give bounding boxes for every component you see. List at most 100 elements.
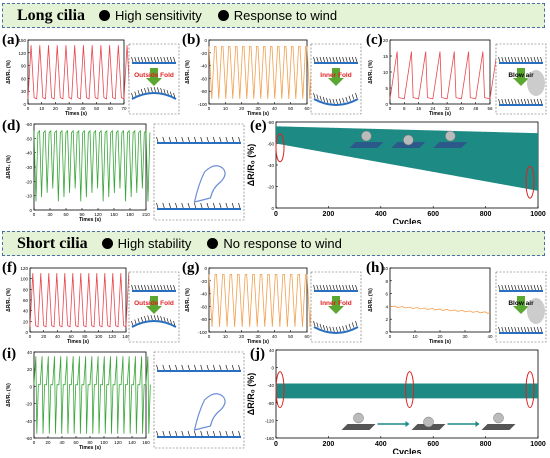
cilia-illustration <box>131 314 176 327</box>
cilia-illustration <box>131 56 176 63</box>
banner-long-cilia: Long cilia High sensitivity Response to … <box>2 3 545 28</box>
illustration-note: Blow air <box>508 300 534 307</box>
illustration-box <box>128 271 180 343</box>
y-tick-label: 60 <box>21 76 27 81</box>
y-tick-label: -40 <box>200 292 207 297</box>
x-tick-label: 20 <box>239 334 245 339</box>
y-tick-label: 5 <box>385 86 388 91</box>
x-tick-label: 0 <box>389 106 392 111</box>
x-tick-label: 120 <box>94 212 102 217</box>
x-tick-label: 120 <box>109 334 117 339</box>
panel-g: -100 -80 -60 -40 -20 0 0 10 20 30 40 50 60 Times (s) Δ… <box>185 266 362 345</box>
y-tick-label: -20 <box>25 402 32 407</box>
x-axis-label: Times (s) <box>429 111 451 117</box>
y-axis-label: ΔR/R₀ (%) <box>6 288 12 312</box>
y-tick-label: 80 <box>23 287 29 292</box>
highlight-ellipse <box>525 165 535 199</box>
x-tick-label: 0 <box>33 212 36 217</box>
highlight-ellipse <box>525 371 535 409</box>
ball-illustration <box>423 416 434 428</box>
y-tick-label: 60 <box>23 298 29 303</box>
y-tick-label: 0 <box>25 330 28 335</box>
x-tick-label: 40 <box>59 440 65 445</box>
cilia-illustration <box>498 56 543 63</box>
panel-a: 0 30 60 90 120 150 0 10 20 30 40 50 60 70 Times (s) ΔR/… <box>6 38 180 117</box>
y-axis-label: ΔR/R₀ (%) <box>368 288 374 312</box>
y-tick-label: 15 <box>383 54 389 59</box>
x-tick-label: 200 <box>323 441 335 448</box>
y-tick-label: -20 <box>267 185 274 190</box>
signal-curve <box>27 45 131 100</box>
x-tick-label: 40 <box>459 106 465 111</box>
cilia-illustration <box>131 284 176 291</box>
x-tick-label: 24 <box>430 106 436 111</box>
y-axis-label: ΔR/R₀ (%) <box>6 155 12 179</box>
x-tick-label: 40 <box>80 106 86 111</box>
y-tick-label: -40 <box>25 151 32 156</box>
y-tick-label: -20 <box>25 179 32 184</box>
substrate-illustration <box>341 424 376 430</box>
x-tick-label: 30 <box>67 106 73 111</box>
y-tick-label: -40 <box>267 163 274 168</box>
x-axis-label: Times (s) <box>247 111 269 117</box>
x-tick-label: 50 <box>288 334 294 339</box>
substrate-illustration <box>313 326 359 334</box>
highlight-ellipse <box>275 371 285 409</box>
panel-e: 0 -20 -40 -60 -80 0 200 400 600 800 1000 Cycles ΔR/R… <box>246 120 546 224</box>
y-tick-label: 20 <box>383 38 389 43</box>
y-tick-label: 0 <box>204 38 207 43</box>
cilia-illustration <box>131 86 176 99</box>
y-tick-label: -20 <box>200 51 207 56</box>
x-tick-label: 60 <box>304 106 310 111</box>
substrate-illustration <box>349 142 384 148</box>
x-tick-label: 0 <box>208 106 211 111</box>
illustration-note: Inner Fold <box>320 300 351 307</box>
cilia-illustration <box>313 92 358 105</box>
substrate-illustration <box>313 98 359 106</box>
x-tick-label: 600 <box>427 211 439 218</box>
y-tick-label: 40 <box>269 348 275 353</box>
signal-curve <box>389 305 491 314</box>
x-tick-label: 8 <box>403 106 406 111</box>
signal-curve <box>208 46 313 99</box>
y-tick-label: -160 <box>265 436 275 441</box>
y-tick-label: 120 <box>20 266 28 271</box>
y-axis-label: ΔR/R₀ (%) <box>185 60 191 84</box>
panel-i: -60 -40 -20 0 20 40 0 20 40 60 80 100 120 140 160 Times… <box>6 350 245 451</box>
x-tick-label: 210 <box>142 212 150 217</box>
down-arrow-icon <box>146 296 162 314</box>
y-tick-label: 120 <box>18 51 26 56</box>
y-tick-label: 0 <box>29 208 32 213</box>
x-tick-label: 20 <box>41 334 47 339</box>
y-tick-label: 20 <box>27 367 33 372</box>
x-tick-label: 10 <box>412 334 418 339</box>
x-tick-label: 150 <box>110 212 118 217</box>
y-tick-label: 0 <box>29 384 32 389</box>
bullet-icon <box>101 238 113 249</box>
x-axis-label: Times (s) <box>247 339 269 345</box>
highlight-ellipse <box>405 371 415 409</box>
x-tick-label: 0 <box>33 440 36 445</box>
y-tick-label: 0 <box>271 206 274 211</box>
arrow-head-icon <box>389 139 394 145</box>
arrow-head-icon <box>475 421 480 427</box>
y-tick-label: -10 <box>25 194 32 199</box>
x-tick-label: 30 <box>255 106 261 111</box>
y-tick-label: -120 <box>265 418 275 423</box>
x-axis-label: Times (s) <box>67 339 89 345</box>
x-tick-label: 400 <box>375 441 387 448</box>
y-tick-label: -40 <box>267 383 274 388</box>
panel-label: (e) <box>250 118 267 134</box>
y-tick-label: -80 <box>267 401 274 406</box>
y-tick-label: -60 <box>200 76 207 81</box>
illustration-note: Outside Fold <box>134 300 174 307</box>
highlight-ellipse <box>275 133 285 163</box>
y-tick-label: -40 <box>25 419 32 424</box>
section-title: Short cilia <box>17 234 88 252</box>
x-tick-label: 16 <box>416 106 422 111</box>
x-tick-label: 40 <box>55 334 61 339</box>
ball-illustration <box>493 412 504 424</box>
illustration-note: Inner Fold <box>320 72 351 79</box>
y-axis-label: ΔR/R₀ (%) <box>185 288 191 312</box>
signal-curve <box>33 356 151 434</box>
